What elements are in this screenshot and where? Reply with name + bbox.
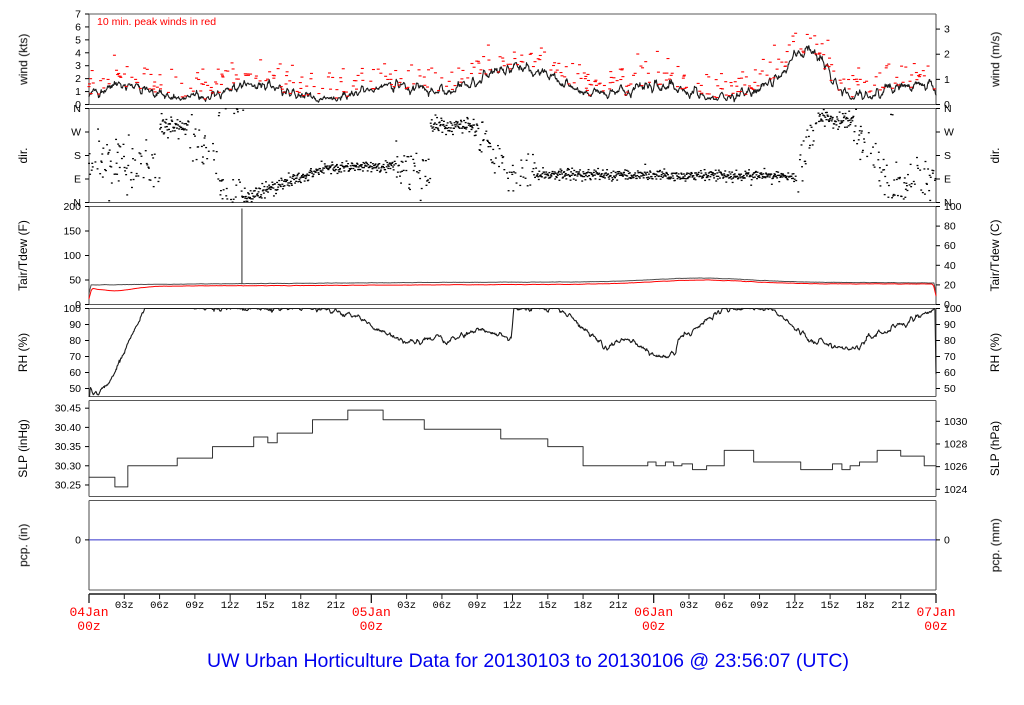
- svg-text:03z: 03z: [680, 600, 699, 612]
- svg-text:7: 7: [75, 9, 81, 21]
- svg-text:12z: 12z: [785, 600, 804, 612]
- svg-text:50: 50: [944, 383, 956, 395]
- svg-text:21z: 21z: [327, 600, 346, 612]
- svg-text:pcp. (mm): pcp. (mm): [988, 518, 1002, 572]
- svg-text:09z: 09z: [750, 600, 769, 612]
- svg-text:1026: 1026: [944, 461, 968, 473]
- svg-text:wind (kts): wind (kts): [16, 34, 30, 86]
- svg-text:21z: 21z: [891, 600, 910, 612]
- svg-text:3: 3: [944, 24, 950, 36]
- svg-text:00z: 00z: [924, 619, 947, 634]
- svg-text:SLP (hPa): SLP (hPa): [988, 421, 1002, 476]
- svg-text:3: 3: [75, 60, 81, 72]
- svg-text:50: 50: [69, 383, 81, 395]
- svg-text:1030: 1030: [944, 416, 968, 428]
- svg-text:05Jan: 05Jan: [352, 605, 391, 620]
- svg-text:60: 60: [69, 367, 81, 379]
- svg-text:06z: 06z: [432, 600, 451, 612]
- svg-text:6: 6: [75, 21, 81, 33]
- svg-text:Tair/Tdew (C): Tair/Tdew (C): [988, 219, 1002, 291]
- svg-text:06z: 06z: [715, 600, 734, 612]
- svg-text:15z: 15z: [256, 600, 275, 612]
- svg-text:06z: 06z: [150, 600, 169, 612]
- svg-text:SLP (inHg): SLP (inHg): [16, 419, 30, 477]
- svg-text:N: N: [944, 103, 952, 115]
- svg-text:Tair/Tdew (F): Tair/Tdew (F): [16, 220, 30, 291]
- svg-text:21z: 21z: [609, 600, 628, 612]
- svg-text:5: 5: [75, 34, 81, 46]
- svg-text:18z: 18z: [856, 600, 875, 612]
- svg-text:00z: 00z: [642, 619, 665, 634]
- svg-text:30.30: 30.30: [55, 460, 81, 472]
- svg-text:00z: 00z: [360, 619, 383, 634]
- svg-text:09z: 09z: [185, 600, 204, 612]
- svg-text:S: S: [944, 150, 951, 162]
- svg-text:pcp. (in): pcp. (in): [16, 524, 30, 567]
- svg-text:90: 90: [69, 319, 81, 331]
- svg-text:30.40: 30.40: [55, 422, 81, 434]
- svg-text:1: 1: [75, 86, 81, 98]
- svg-text:dir.: dir.: [988, 147, 1002, 163]
- svg-text:18z: 18z: [291, 600, 310, 612]
- svg-text:200: 200: [63, 201, 81, 213]
- svg-text:50: 50: [69, 275, 81, 287]
- svg-text:100: 100: [944, 303, 962, 315]
- svg-text:40: 40: [944, 260, 956, 272]
- svg-text:20: 20: [944, 279, 956, 291]
- svg-text:60: 60: [944, 367, 956, 379]
- svg-text:4: 4: [75, 47, 81, 59]
- svg-text:2: 2: [75, 73, 81, 85]
- svg-text:09z: 09z: [468, 600, 487, 612]
- svg-text:0: 0: [944, 534, 950, 546]
- svg-text:1028: 1028: [944, 438, 968, 450]
- svg-text:04Jan: 04Jan: [69, 605, 108, 620]
- svg-text:80: 80: [69, 335, 81, 347]
- svg-text:dir.: dir.: [16, 147, 30, 163]
- svg-text:07Jan: 07Jan: [916, 605, 955, 620]
- svg-text:00z: 00z: [77, 619, 100, 634]
- svg-text:1024: 1024: [944, 484, 968, 496]
- svg-text:18z: 18z: [574, 600, 593, 612]
- svg-text:100: 100: [63, 250, 81, 262]
- svg-text:15z: 15z: [538, 600, 557, 612]
- svg-text:70: 70: [944, 351, 956, 363]
- svg-text:80: 80: [944, 335, 956, 347]
- svg-text:0: 0: [75, 534, 81, 546]
- svg-text:100: 100: [63, 303, 81, 315]
- svg-text:100: 100: [944, 201, 962, 213]
- svg-text:90: 90: [944, 319, 956, 331]
- svg-text:15z: 15z: [821, 600, 840, 612]
- svg-text:10 min. peak winds in red: 10 min. peak winds in red: [97, 16, 216, 28]
- svg-text:30.25: 30.25: [55, 479, 81, 491]
- svg-text:wind (m/s): wind (m/s): [988, 32, 1002, 88]
- svg-text:RH (%): RH (%): [16, 333, 30, 372]
- svg-text:12z: 12z: [221, 600, 240, 612]
- svg-text:30.35: 30.35: [55, 441, 81, 453]
- svg-text:W: W: [944, 127, 954, 139]
- svg-text:60: 60: [944, 240, 956, 252]
- svg-text:W: W: [71, 127, 81, 139]
- svg-text:S: S: [74, 150, 81, 162]
- svg-text:06Jan: 06Jan: [634, 605, 673, 620]
- svg-text:2: 2: [944, 49, 950, 61]
- svg-text:RH (%): RH (%): [988, 333, 1002, 372]
- svg-text:E: E: [944, 174, 951, 186]
- svg-text:N: N: [73, 103, 81, 115]
- svg-text:12z: 12z: [503, 600, 522, 612]
- svg-text:E: E: [74, 174, 81, 186]
- svg-text:80: 80: [944, 221, 956, 233]
- svg-text:03z: 03z: [397, 600, 416, 612]
- svg-text:UW Urban Horticulture Data for: UW Urban Horticulture Data for 20130103 …: [207, 650, 849, 672]
- svg-text:30.45: 30.45: [55, 403, 81, 415]
- svg-text:03z: 03z: [115, 600, 134, 612]
- svg-text:70: 70: [69, 351, 81, 363]
- svg-text:150: 150: [63, 226, 81, 238]
- svg-text:1: 1: [944, 74, 950, 86]
